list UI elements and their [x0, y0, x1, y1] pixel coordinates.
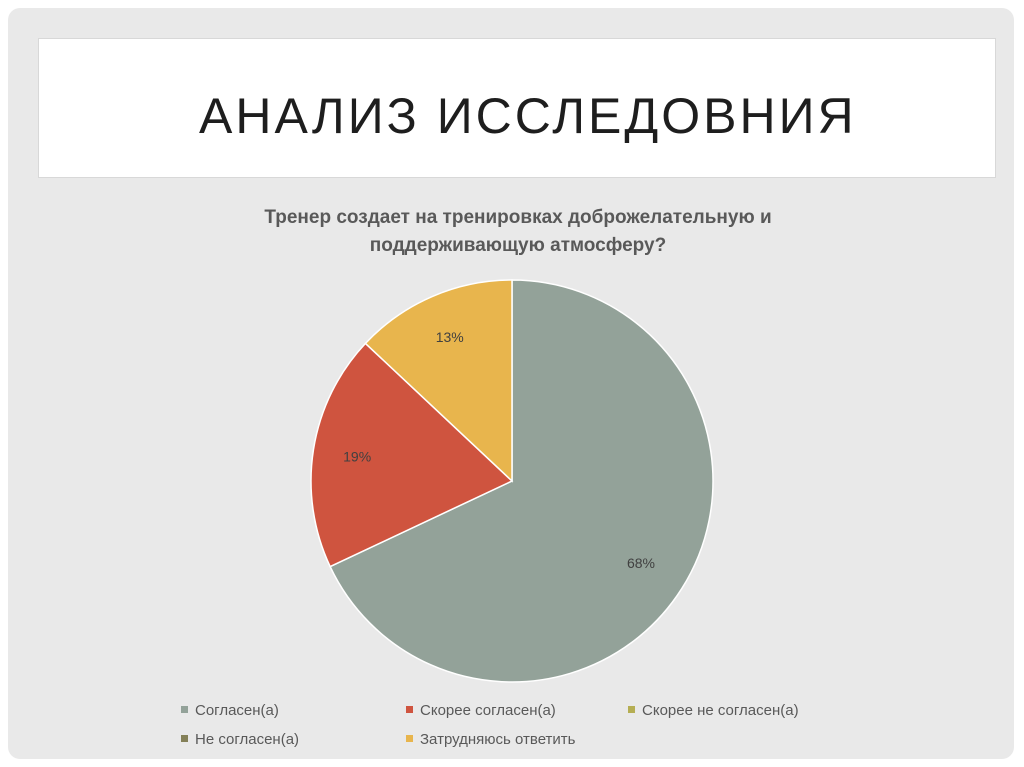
legend-item-hard-to-say: Затрудняюсь ответить — [406, 731, 575, 748]
legend-item-disagree: Не согласен(а) — [181, 731, 299, 748]
slice-agree — [329, 279, 714, 683]
pie-chart: 68% 19% 13% — [310, 279, 714, 683]
legend-swatch — [628, 705, 635, 713]
title-box: АНАЛИЗ ИССЛЕДОВНИЯ — [38, 38, 996, 178]
legend-label: Скорее согласен(а) — [420, 702, 556, 719]
slide-title: АНАЛИЗ ИССЛЕДОВНИЯ — [199, 88, 857, 144]
legend-swatch — [181, 705, 188, 713]
chart-title-line-1: Тренер создает на тренировках доброжелат… — [264, 207, 772, 228]
legend-swatch — [406, 734, 413, 742]
legend-item-agree: Согласен(а) — [181, 702, 279, 719]
slice-data-label: 19% — [343, 448, 371, 464]
slice-hard-to-say — [364, 279, 513, 483]
legend-item-rather-disagree: Скорее не согласен(а) — [628, 702, 799, 719]
legend-swatch — [181, 734, 188, 742]
legend-label: Затрудняюсь ответить — [420, 731, 576, 748]
chart-title-line-2: поддерживающую атмосферу? — [369, 235, 667, 256]
legend-label: Согласен(а) — [195, 702, 279, 719]
slice-data-label: 13% — [436, 329, 464, 345]
slice-data-label: 68% — [627, 555, 655, 571]
legend-label: Скорее не согласен(а) — [642, 702, 799, 719]
chart-title: Тренер создает на тренировках доброжелат… — [178, 204, 858, 260]
legend-swatch — [406, 705, 413, 713]
slice-rather-agree — [310, 342, 514, 568]
legend-item-rather-agree: Скорее согласен(а) — [406, 702, 556, 719]
legend-label: Не согласен(а) — [195, 731, 300, 748]
slide: АНАЛИЗ ИССЛЕДОВНИЯ Тренер создает на тре… — [8, 8, 1014, 759]
